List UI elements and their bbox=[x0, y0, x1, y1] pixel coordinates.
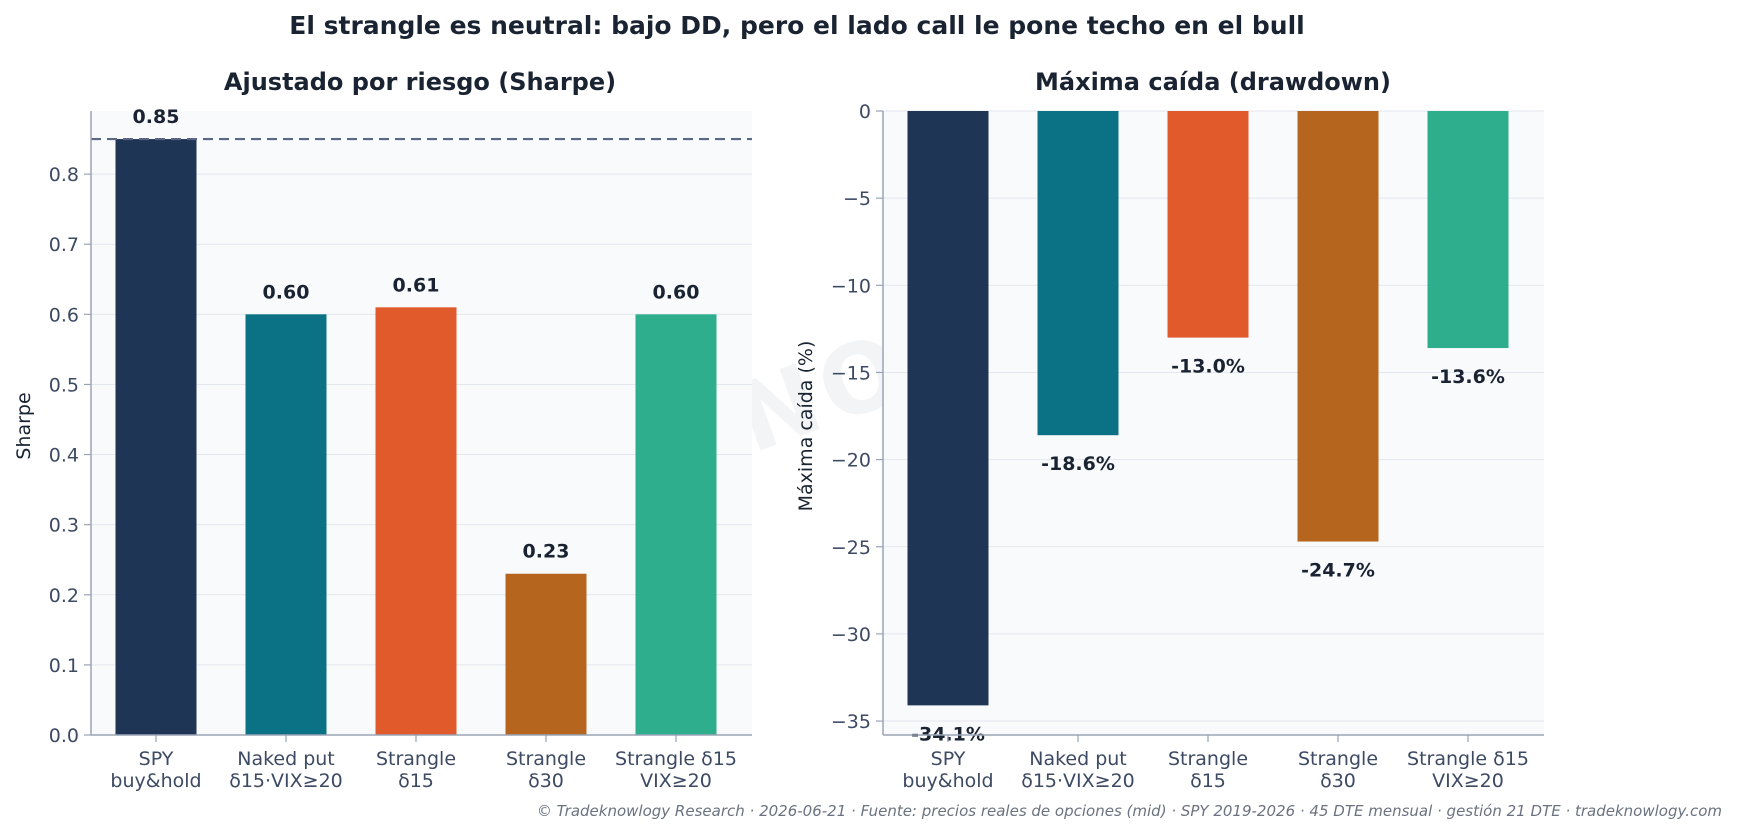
sharpe-y-tick-label: 0.0 bbox=[49, 725, 79, 747]
sharpe-value-label: 0.61 bbox=[393, 274, 440, 296]
drawdown-y-tick-label: −5 bbox=[843, 188, 871, 210]
sharpe-y-tick-label: 0.4 bbox=[49, 445, 79, 467]
drawdown-value-label: -24.7% bbox=[1301, 560, 1375, 582]
sharpe-x-tick-label: Naked put δ15·VIX≥20 bbox=[229, 748, 343, 792]
drawdown-value-label: -13.0% bbox=[1171, 356, 1245, 378]
drawdown-y-tick-label: −20 bbox=[831, 450, 871, 472]
drawdown-value-label: -18.6% bbox=[1041, 453, 1115, 475]
sharpe-y-tick-label: 0.6 bbox=[49, 304, 79, 326]
footer-copyright: © Tradeknowlogy Research bbox=[537, 802, 745, 820]
drawdown-bar bbox=[1427, 111, 1509, 349]
footer-date: 2026-06-21 bbox=[759, 802, 846, 820]
sharpe-y-axis-label: Sharpe bbox=[13, 392, 35, 459]
drawdown-y-axis-label: Máxima caída (%) bbox=[795, 341, 817, 512]
sharpe-value-label: 0.85 bbox=[133, 106, 180, 128]
footer-site: tradeknowlogy.com bbox=[1575, 802, 1722, 820]
sharpe-bar bbox=[245, 314, 327, 735]
drawdown-value-label: -13.6% bbox=[1431, 366, 1505, 388]
drawdown-bar bbox=[907, 111, 989, 706]
drawdown-x-tick-label: Strangle δ30 bbox=[1298, 748, 1378, 792]
drawdown-y-tick-label: −30 bbox=[831, 624, 871, 646]
drawdown-chart-title: Máxima caída (drawdown) bbox=[1035, 68, 1391, 96]
drawdown-x-tick-label: Naked put δ15·VIX≥20 bbox=[1021, 748, 1135, 792]
drawdown-chart: Máxima caída (drawdown) Máxima caída (%)… bbox=[795, 68, 1544, 792]
sharpe-y-tick-label: 0.5 bbox=[49, 374, 79, 396]
figure-title: El strangle es neutral: bajo DD, pero el… bbox=[289, 11, 1304, 40]
sharpe-y-tick-label: 0.8 bbox=[49, 164, 79, 186]
drawdown-y-tick-label: −15 bbox=[831, 362, 871, 384]
sharpe-x-tick-label: Strangle δ30 bbox=[506, 748, 586, 792]
footer-source: Fuente: precios reales de opciones (mid)… bbox=[861, 802, 1562, 820]
sharpe-y-tick-label: 0.7 bbox=[49, 234, 79, 256]
sharpe-value-label: 0.60 bbox=[653, 281, 700, 303]
sharpe-bar bbox=[635, 314, 717, 735]
drawdown-bar bbox=[1167, 111, 1249, 338]
sharpe-x-tick-label: SPY buy&hold bbox=[110, 748, 201, 792]
drawdown-x-tick-label: Strangle δ15 VIX≥20 bbox=[1407, 748, 1529, 792]
sharpe-bar bbox=[375, 307, 457, 735]
sharpe-chart: Ajustado por riesgo (Sharpe) Sharpe 0.0 0… bbox=[13, 68, 752, 792]
drawdown-y-tick-label: 0 bbox=[859, 101, 871, 123]
sharpe-value-label: 0.23 bbox=[523, 541, 570, 563]
drawdown-bar bbox=[1297, 111, 1379, 542]
drawdown-x-tick-label: SPY buy&hold bbox=[902, 748, 993, 792]
sharpe-bar bbox=[505, 573, 587, 735]
drawdown-bar bbox=[1037, 111, 1119, 436]
sharpe-value-label: 0.60 bbox=[263, 281, 310, 303]
sharpe-x-tick-label: Strangle δ15 bbox=[376, 748, 456, 792]
drawdown-y-tick-label: −35 bbox=[831, 711, 871, 733]
footer: © Tradeknowlogy Research · 2026-06-21 · … bbox=[537, 802, 1722, 820]
drawdown-x-tick-label: Strangle δ15 bbox=[1168, 748, 1248, 792]
sharpe-y-tick-label: 0.2 bbox=[49, 585, 79, 607]
sharpe-y-tick-label: 0.3 bbox=[49, 515, 79, 537]
drawdown-y-tick-label: −25 bbox=[831, 537, 871, 559]
sharpe-bar bbox=[115, 139, 197, 736]
drawdown-y-tick-label: −10 bbox=[831, 275, 871, 297]
sharpe-x-tick-label: Strangle δ15 VIX≥20 bbox=[615, 748, 737, 792]
sharpe-chart-title: Ajustado por riesgo (Sharpe) bbox=[224, 68, 616, 96]
sharpe-y-tick-label: 0.1 bbox=[49, 655, 79, 677]
